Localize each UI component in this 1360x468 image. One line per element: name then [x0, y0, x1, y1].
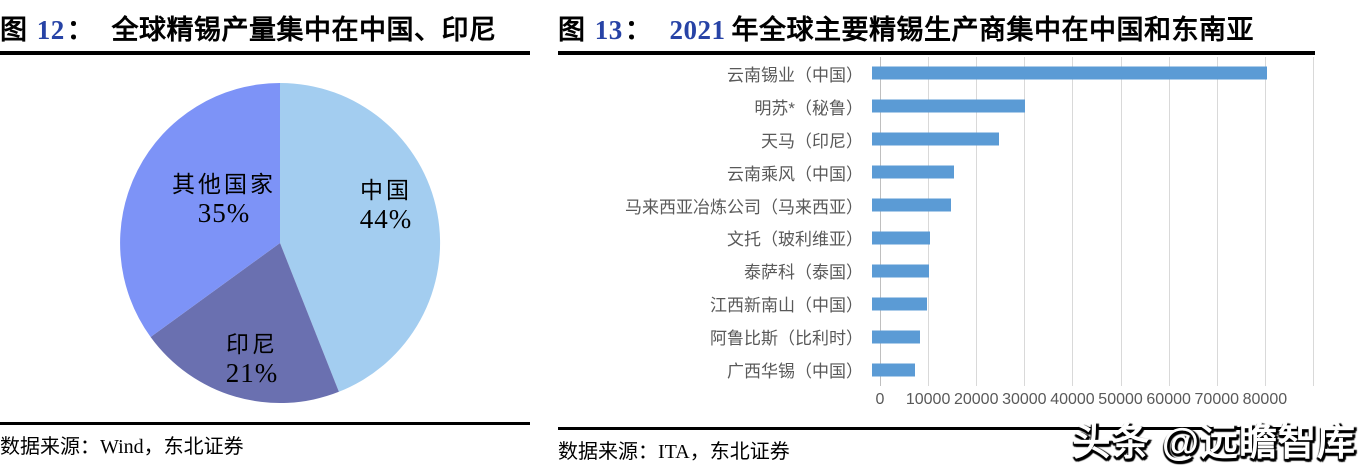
- bar: [872, 165, 954, 179]
- x-tick-label: 20000: [953, 391, 999, 408]
- bar-chart-rows: 云南锡业（中国） 明苏*（秘鲁） 天马（印尼） 云南乘风（中国） 马来西亚冶炼公司（马来…: [558, 57, 1360, 386]
- x-tick-label: 70000: [1194, 391, 1240, 408]
- bar: [872, 297, 928, 311]
- bar-label: 阿鲁比斯（比利时）: [710, 329, 863, 349]
- bar-label: 明苏*（秘鲁）: [754, 98, 863, 118]
- gridline-20000: [976, 57, 978, 386]
- gridline-70000: [1216, 57, 1218, 386]
- bar-track: [872, 287, 1305, 320]
- bar-row: 云南乘风（中国）: [558, 156, 1360, 189]
- bar-track: [872, 353, 1305, 386]
- bar-track: [872, 189, 1305, 222]
- source-row: 数据来源：Wind，东北证券: [0, 422, 530, 459]
- title-underline: [558, 51, 1315, 55]
- figure-13-panel: 图 13： 2021 年全球主要精锡生产商集中在中国和东南亚 云南锡业（中国） 明苏…: [558, 0, 1360, 468]
- bar: [872, 363, 916, 377]
- gridline-60000: [1168, 57, 1170, 386]
- bar-row: 泰萨科（泰国）: [558, 254, 1360, 287]
- toutiao-watermark: 头条 @远瞻智库: [1072, 422, 1356, 464]
- bar-label: 马来西亚冶炼公司（马来西亚）: [625, 197, 863, 217]
- bar-row: 天马（印尼）: [558, 123, 1360, 156]
- pie-label-其他国家: 其他国家 35%: [172, 172, 276, 228]
- pie-slice-印尼: [150, 243, 339, 404]
- bar: [872, 99, 1025, 113]
- x-tick-label: 10000: [905, 391, 951, 408]
- bar-row: 马来西亚冶炼公司（马来西亚）: [558, 189, 1360, 222]
- gridline-0: [880, 57, 881, 386]
- bar-track: [872, 222, 1305, 255]
- figure-number: 12: [36, 15, 65, 45]
- source-row: 数据来源：ITA，东北证券: [558, 427, 1315, 464]
- bar: [872, 264, 930, 278]
- bar: [872, 132, 1000, 146]
- figure-title-text: 年全球主要精锡生产商集中在中国和东南亚: [731, 15, 1254, 45]
- bar-chart-gridlines: [880, 57, 1314, 386]
- bar: [872, 330, 920, 344]
- x-tick-label: 40000: [1050, 391, 1095, 408]
- x-tick-label: 30000: [1002, 391, 1047, 408]
- bar-row: 明苏*（秘鲁）: [558, 90, 1360, 123]
- x-tick-label: 0: [875, 391, 885, 408]
- bar-track: [872, 254, 1305, 287]
- x-axis-ticks: 0 10000 20000 30000 40000 50000 60000 70000 8000…: [876, 391, 1313, 411]
- gridline-80000: [1264, 57, 1266, 386]
- gridline-30000: [1024, 57, 1026, 386]
- bar-track: [872, 90, 1305, 123]
- figure-label: 图: [558, 15, 586, 45]
- figure-13-title: 图 13： 2021 年全球主要精锡生产商集中在中国和东南亚: [558, 8, 1360, 48]
- bar-label: 文托（玻利维亚）: [727, 230, 863, 250]
- source-label: 数据来源：: [558, 441, 658, 463]
- gridline-10000: [928, 57, 930, 386]
- bar-chart: 云南锡业（中国） 明苏*（秘鲁） 天马（印尼） 云南乘风（中国） 马来西亚冶炼公司（马来…: [558, 57, 1360, 386]
- bar-label: 广西华锡（中国）: [727, 362, 863, 382]
- figure-12-panel: 图 12： 全球精锡产量集中在中国、印尼 中国 44% 印尼 21% 其他国家 35% 数…: [0, 0, 530, 468]
- pie-slice-其他国家: [120, 83, 280, 337]
- bar-row: 阿鲁比斯（比利时）: [558, 320, 1360, 353]
- pie-chart: 中国 44% 印尼 21% 其他国家 35%: [120, 82, 441, 404]
- bar: [872, 231, 930, 245]
- bar-label: 泰萨科（泰国）: [744, 263, 863, 283]
- bar-row: 广西华锡（中国）: [558, 353, 1360, 386]
- bar: [872, 198, 951, 212]
- source-value: Wind，东北证券: [100, 436, 244, 458]
- bar: [872, 66, 1267, 80]
- pie-label-印尼: 印尼 21%: [226, 332, 279, 388]
- bar-track: [872, 320, 1305, 353]
- source-value: ITA，东北证券: [658, 441, 790, 463]
- bar-row: 云南锡业（中国）: [558, 57, 1360, 90]
- bar-track: [872, 57, 1305, 90]
- x-tick-label: 80000: [1242, 391, 1288, 408]
- bar-track: [872, 123, 1305, 156]
- bar-label: 云南乘风（中国）: [727, 164, 863, 184]
- pie-slice-中国: [280, 82, 441, 392]
- source-label: 数据来源：: [0, 436, 100, 458]
- gridline-90000: [1313, 57, 1314, 386]
- figure-label: 图: [0, 15, 28, 45]
- figure-title-text: 全球精锡产量集中在中国、印尼: [111, 15, 497, 45]
- bar-label: 云南锡业（中国）: [727, 65, 863, 85]
- x-tick-label: 60000: [1146, 391, 1191, 408]
- figure-number: 13: [594, 15, 623, 45]
- figure-title-year: 2021: [669, 15, 726, 45]
- source-text: 数据来源：Wind，东北证券: [0, 425, 530, 459]
- figure-colon: ：: [624, 15, 653, 45]
- figure-12-title: 图 12： 全球精锡产量集中在中国、印尼: [0, 8, 530, 48]
- bar-label: 江西新南山（中国）: [710, 296, 863, 316]
- bar-label: 天马（印尼）: [761, 131, 863, 151]
- x-tick-label: 50000: [1098, 391, 1143, 408]
- bar-row: 江西新南山（中国）: [558, 287, 1360, 320]
- pie-label-中国: 中国 44%: [360, 178, 413, 234]
- bar-track: [872, 156, 1305, 189]
- gridline-40000: [1072, 57, 1074, 386]
- bar-row: 文托（玻利维亚）: [558, 222, 1360, 255]
- source-text: 数据来源：ITA，东北证券: [558, 430, 1315, 464]
- gridline-50000: [1120, 57, 1122, 386]
- figure-colon: ：: [66, 15, 95, 45]
- title-underline: [0, 51, 530, 55]
